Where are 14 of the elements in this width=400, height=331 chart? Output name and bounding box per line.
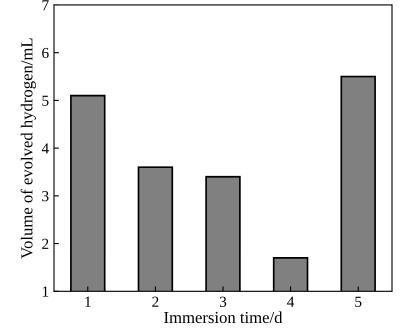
y-axis-title: Volume of evolved hydrogen/mL bbox=[20, 38, 36, 259]
y-tick-label: 2 bbox=[42, 238, 48, 249]
x-tick-label: 1 bbox=[85, 296, 91, 307]
y-tick-label: 3 bbox=[42, 191, 49, 202]
y-tick-label: 6 bbox=[42, 48, 49, 58]
y-tick-label: 1 bbox=[42, 286, 48, 297]
x-tick-label: 5 bbox=[355, 296, 362, 307]
y-tick-label: 7 bbox=[42, 0, 49, 10]
y-tick-label: 5 bbox=[42, 96, 49, 106]
x-tick-label: 2 bbox=[152, 296, 158, 307]
x-tick-label: 4 bbox=[287, 296, 294, 307]
x-axis-title: Immersion time/d bbox=[164, 311, 282, 324]
y-tick-label: 4 bbox=[42, 143, 49, 154]
x-tick-label: 3 bbox=[220, 296, 226, 307]
